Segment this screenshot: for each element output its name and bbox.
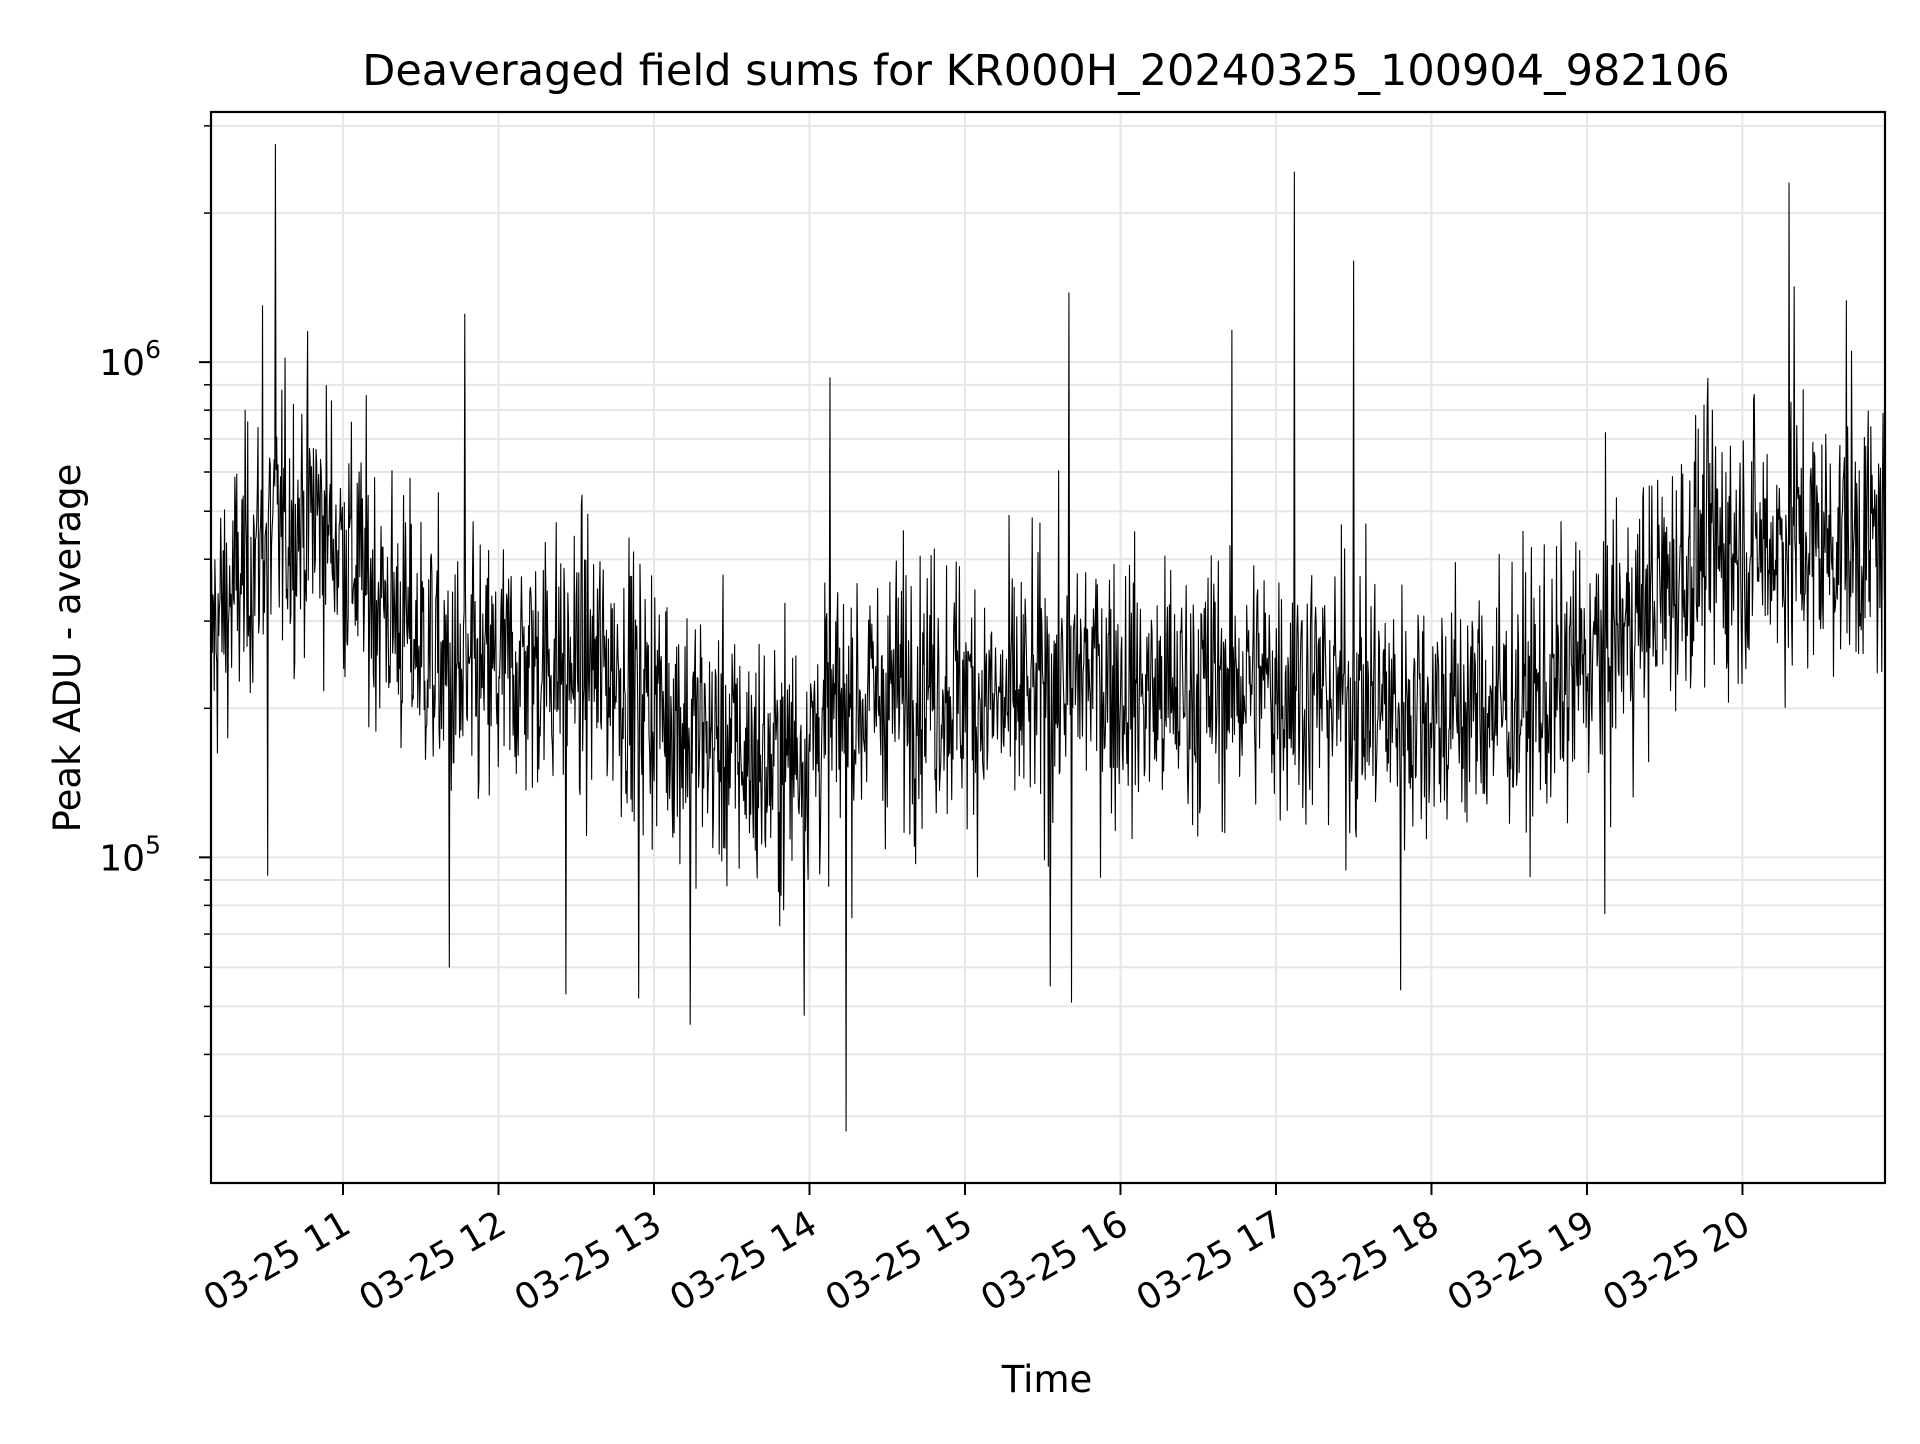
y-tick-label: 106 [99,335,161,384]
y-axis: 105 106 [99,125,211,1118]
y-tick-label: 105 [99,830,161,879]
y-axis-label: Peak ADU - average [46,464,89,833]
chart-title: Deaveraged field sums for KR000H_2024032… [362,46,1730,96]
plot-area-frame [209,110,1887,1185]
x-axis-label: Time [1001,1358,1093,1401]
series-layer [210,144,1886,1132]
data-series-line [210,144,1886,1132]
